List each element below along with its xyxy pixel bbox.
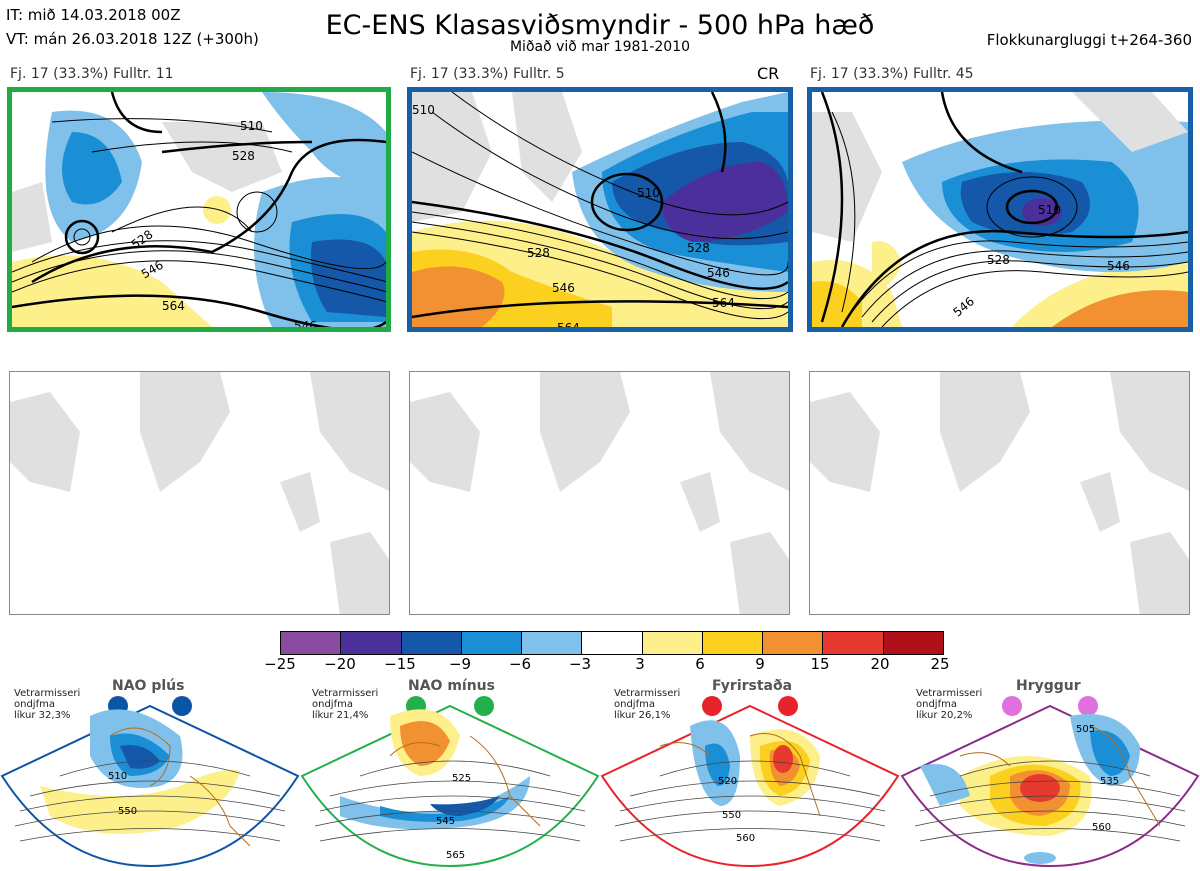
regime-4-label-b: 535 xyxy=(1100,776,1119,787)
panel-3-contour-e: 564 xyxy=(1002,326,1025,327)
init-time: IT: mið 14.03.2018 00Z xyxy=(6,6,181,24)
colorbar-tick: 20 xyxy=(870,655,890,673)
cluster-map-1: 510 528 528 546 564 546 xyxy=(7,87,391,332)
colorbar-swatch xyxy=(522,632,583,654)
colorbar-tick: 3 xyxy=(635,655,645,673)
regime-ridge: Vetrarmisseri ondjfma líkur 20,2% Hryggu… xyxy=(900,676,1200,871)
panel-2-contour-f: 546 xyxy=(707,266,730,280)
panel-2-tag: CR xyxy=(757,64,780,83)
cluster-map-3: 510 528 546 546 564 xyxy=(807,87,1193,332)
regime-1-note: Vetrarmisseri ondjfma líkur 32,3% xyxy=(14,688,81,721)
classification-window: Flokkunargluggi t+264-360 xyxy=(986,31,1192,49)
regime-2-note: Vetrarmisseri ondjfma líkur 21,4% xyxy=(312,688,379,721)
colorbar-tick: −6 xyxy=(508,655,532,673)
regime-blocking: Vetrarmisseri ondjfma líkur 26,1% Fyrirs… xyxy=(600,676,900,871)
colorbar-tick: −25 xyxy=(264,655,296,673)
empty-map-2 xyxy=(409,371,790,615)
colorbar-tick: −20 xyxy=(324,655,356,673)
panel-2-contour-d: 528 xyxy=(687,241,710,255)
panel-1-contour-e: 564 xyxy=(162,299,185,313)
cluster-map-2: 510 510 528 528 546 546 564 564 xyxy=(407,87,793,332)
panel-1-contour-a: 510 xyxy=(240,119,263,133)
regime-1-label-b: 550 xyxy=(118,806,137,817)
panel-2-contour-g: 564 xyxy=(557,321,580,327)
colorbar-tick: 15 xyxy=(810,655,830,673)
panel-2-contour-c: 528 xyxy=(527,246,550,260)
colorbar-tick: −3 xyxy=(568,655,592,673)
regime-3-label-c: 560 xyxy=(736,833,755,844)
colorbar-tick: 9 xyxy=(755,655,765,673)
page-subtitle: Miðað við mar 1981-2010 xyxy=(509,39,691,55)
panel-3-contour-a: 510 xyxy=(1038,203,1061,217)
panel-2-contour-h: 564 xyxy=(712,296,735,310)
panel-1-label: Fj. 17 (33.3%) Fulltr. 11 xyxy=(10,66,174,82)
colorbar-swatch xyxy=(642,632,703,654)
regime-4-label-a: 505 xyxy=(1076,724,1095,735)
colorbar-ticks: −25 −20 −15 −9 −6 −3 3 6 9 15 20 25 xyxy=(250,655,972,673)
colorbar-tick: −9 xyxy=(448,655,472,673)
colorbar-swatch xyxy=(401,632,462,654)
colorbar-tick: 25 xyxy=(930,655,950,673)
valid-time: VT: mán 26.03.2018 12Z (+300h) xyxy=(6,30,259,48)
panel-2-contour-a: 510 xyxy=(412,103,435,117)
regime-2-title: NAO mínus xyxy=(408,678,495,694)
regime-2-label-c: 565 xyxy=(446,850,465,861)
colorbar-swatch xyxy=(763,632,824,654)
panel-1-contour-f: 546 xyxy=(294,319,317,327)
colorbar-swatch xyxy=(281,632,342,654)
colorbar-swatch xyxy=(461,632,523,654)
colorbar-swatch xyxy=(823,632,884,654)
regime-4-note: Vetrarmisseri ondjfma líkur 20,2% xyxy=(916,688,983,721)
regime-1-label-a: 510 xyxy=(108,771,127,782)
regime-2-label-b: 545 xyxy=(436,816,455,827)
panel-1-contour-b: 528 xyxy=(232,149,255,163)
empty-map-3 xyxy=(809,371,1190,615)
colorbar-swatch xyxy=(582,632,643,654)
page-title: EC-ENS Klasasviðsmyndir - 500 hPa hæð xyxy=(325,10,875,41)
regime-nao-plus: Vetrarmisseri ondjfma líkur 32,3% NAO pl… xyxy=(0,676,300,871)
regime-4-label-c: 560 xyxy=(1092,822,1111,833)
panel-2-contour-e: 546 xyxy=(552,281,575,295)
colorbar-swatch xyxy=(341,632,402,654)
regime-nao-minus: Vetrarmisseri ondjfma líkur 21,4% NAO mí… xyxy=(300,676,600,871)
regime-3-label-a: 520 xyxy=(718,776,737,787)
panel-3-contour-b: 528 xyxy=(987,253,1010,267)
panel-2-contour-b: 510 xyxy=(637,186,660,200)
regime-3-note: Vetrarmisseri ondjfma líkur 26,1% xyxy=(614,688,681,721)
panel-3-contour-c: 546 xyxy=(1107,259,1130,273)
regime-3-label-b: 550 xyxy=(722,810,741,821)
colorbar-swatch xyxy=(702,632,764,654)
regime-2-label-a: 525 xyxy=(452,773,471,784)
empty-map-1 xyxy=(9,371,390,615)
colorbar-tick: −15 xyxy=(384,655,416,673)
colorbar-tick: 6 xyxy=(695,655,705,673)
panel-3-label: Fj. 17 (33.3%) Fulltr. 45 xyxy=(810,66,974,82)
regime-3-title: Fyrirstaða xyxy=(712,678,793,694)
regime-4-title: Hryggur xyxy=(1016,678,1081,694)
panel-2-label: Fj. 17 (33.3%) Fulltr. 5 xyxy=(410,66,565,82)
regime-1-title: NAO plús xyxy=(112,678,185,694)
anomaly-colorbar xyxy=(280,631,944,655)
colorbar-swatch xyxy=(883,632,943,654)
